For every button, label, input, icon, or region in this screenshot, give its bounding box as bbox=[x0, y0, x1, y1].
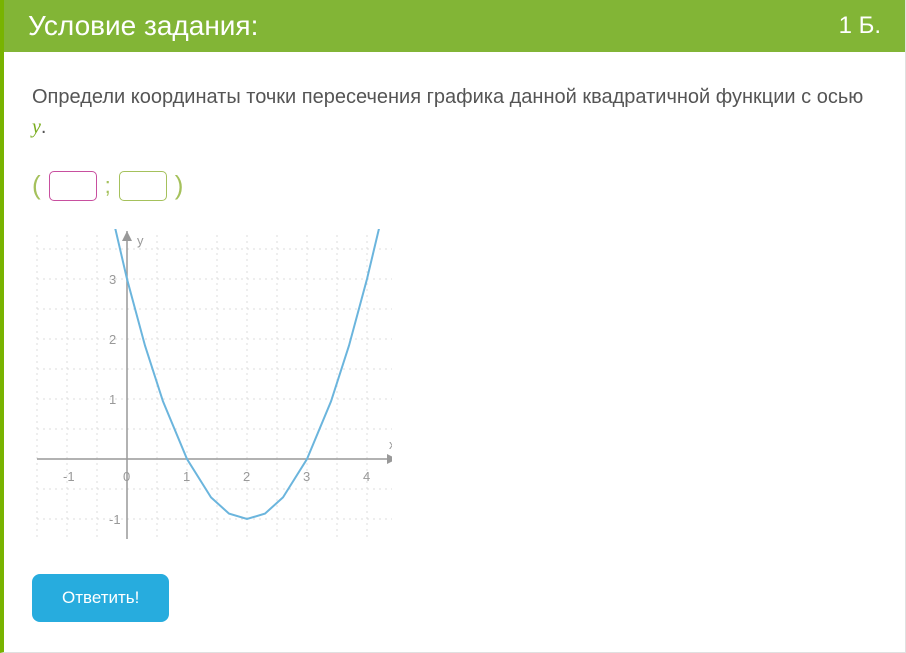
close-paren: ) bbox=[175, 170, 184, 201]
submit-button[interactable]: Ответить! bbox=[32, 574, 169, 622]
svg-text:1: 1 bbox=[183, 469, 190, 484]
svg-text:3: 3 bbox=[109, 272, 116, 287]
svg-text:x: x bbox=[389, 437, 392, 452]
open-paren: ( bbox=[32, 170, 41, 201]
svg-text:4: 4 bbox=[363, 469, 370, 484]
task-container: Условие задания: 1 Б. Определи координат… bbox=[0, 0, 906, 653]
answer-row: ( ; ) bbox=[32, 170, 877, 201]
svg-text:y: y bbox=[137, 233, 144, 248]
svg-text:0: 0 bbox=[123, 469, 130, 484]
answer-separator: ; bbox=[105, 173, 111, 199]
chart-svg: x y -1 0 1 2 3 4 -1 1 2 3 bbox=[32, 229, 392, 539]
header-points: 1 Б. bbox=[839, 12, 881, 40]
answer-y-input[interactable] bbox=[119, 171, 167, 201]
chart: x y -1 0 1 2 3 4 -1 1 2 3 bbox=[32, 229, 392, 544]
task-prefix: Определи координаты точки пересечения гр… bbox=[32, 86, 863, 108]
header-title: Условие задания: bbox=[28, 10, 258, 42]
svg-text:-1: -1 bbox=[109, 512, 121, 527]
task-variable: y bbox=[32, 116, 41, 138]
svg-text:1: 1 bbox=[109, 392, 116, 407]
content-area: Определи координаты точки пересечения гр… bbox=[4, 52, 905, 652]
svg-text:-1: -1 bbox=[63, 469, 75, 484]
svg-text:3: 3 bbox=[303, 469, 310, 484]
task-text: Определи координаты точки пересечения гр… bbox=[32, 82, 877, 142]
answer-x-input[interactable] bbox=[49, 171, 97, 201]
svg-text:2: 2 bbox=[109, 332, 116, 347]
header: Условие задания: 1 Б. bbox=[4, 0, 905, 52]
task-suffix: . bbox=[41, 116, 47, 138]
svg-text:2: 2 bbox=[243, 469, 250, 484]
